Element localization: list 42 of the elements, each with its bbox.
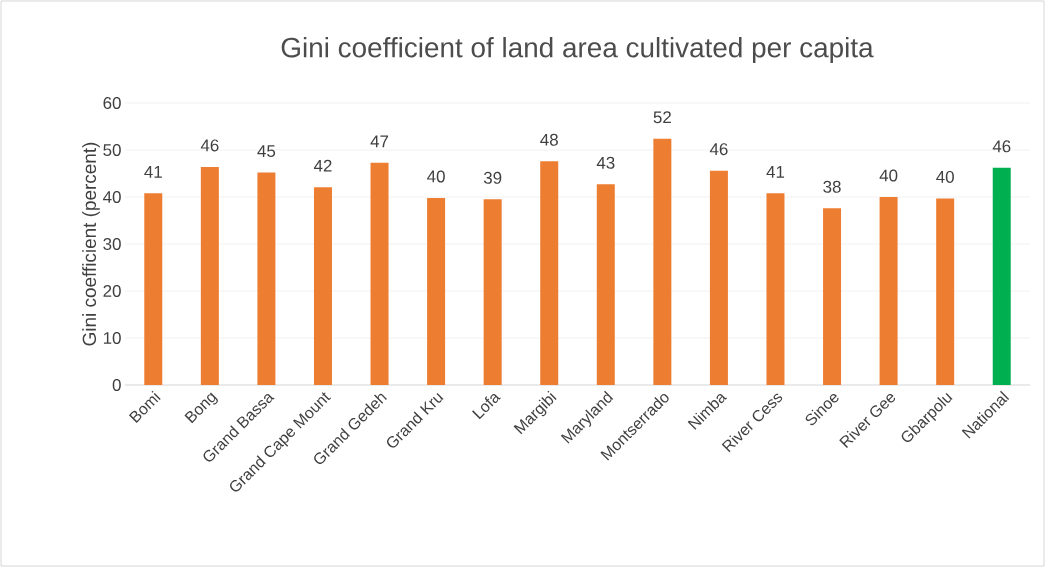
y-tick-label: 20 [103, 285, 121, 297]
data-label: 43 [596, 156, 615, 169]
y-tick-label: 10 [103, 332, 121, 344]
y-axis-title: Gini coefficient (percent) [82, 142, 100, 346]
bar [653, 138, 672, 385]
y-tick-label: 50 [103, 144, 121, 156]
data-label: 46 [992, 140, 1011, 153]
data-label: 46 [200, 139, 219, 152]
bar [596, 184, 615, 385]
y-tick-label: 40 [103, 191, 121, 203]
bar [879, 197, 898, 385]
bar [483, 199, 502, 385]
data-label: 41 [766, 166, 785, 178]
bar [257, 172, 276, 385]
bar [936, 198, 955, 385]
bar [992, 167, 1011, 385]
data-label: 40 [427, 170, 445, 183]
bar [313, 187, 332, 385]
data-label: 48 [540, 133, 558, 146]
chart-title: Gini coefficient of land area cultivated per capita [281, 37, 874, 63]
data-label: 46 [709, 143, 728, 156]
y-tick-label: 30 [103, 238, 121, 250]
bar [200, 166, 219, 385]
bar [540, 161, 559, 385]
data-label: 38 [823, 180, 841, 193]
data-label: 47 [370, 135, 389, 148]
data-label: 42 [313, 159, 332, 172]
x-tick-label: Lofa [472, 394, 501, 420]
data-label: 39 [483, 171, 502, 184]
bar [709, 170, 728, 385]
bar [144, 193, 163, 385]
bar [823, 208, 842, 385]
bar [766, 193, 785, 385]
data-label: 52 [653, 111, 671, 124]
bar [427, 197, 446, 385]
data-label: 40 [936, 170, 954, 183]
y-tick-label: 0 [112, 379, 121, 391]
data-label: 41 [144, 166, 162, 178]
y-tick-label: 60 [103, 97, 121, 109]
bar [370, 162, 389, 385]
data-label: 40 [879, 169, 898, 182]
data-label: 45 [257, 145, 276, 158]
